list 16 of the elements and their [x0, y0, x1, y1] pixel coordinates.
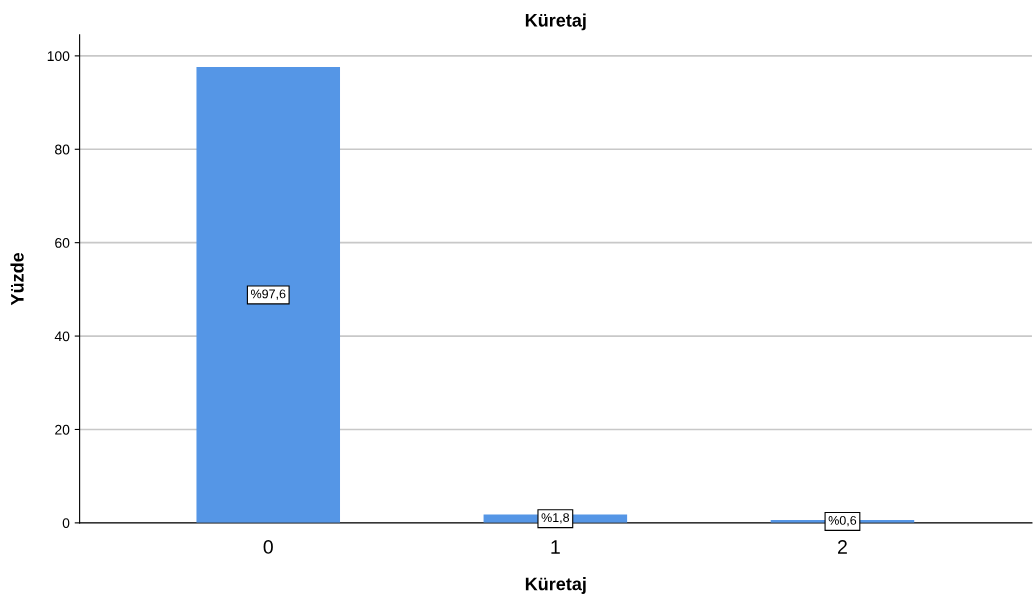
chart-title: Küretaj [525, 13, 586, 31]
y-tick-label: 100 [47, 51, 70, 62]
data-label: %0,6 [828, 515, 857, 527]
x-tick-label: 1 [551, 540, 560, 554]
y-tick-label: 80 [55, 144, 70, 155]
y-tick-label: 20 [55, 424, 70, 435]
y-axis-title: Yüzde [10, 252, 24, 306]
x-axis-title: Küretaj [525, 577, 586, 594]
y-tick-label: 40 [54, 331, 70, 342]
y-tick-label: 0 [62, 518, 70, 529]
bar [196, 67, 341, 523]
data-label: %97,6 [250, 289, 286, 300]
data-label: %1,8 [541, 513, 570, 524]
x-tick-label: 2 [838, 540, 847, 554]
y-tick-label: 60 [55, 238, 70, 248]
x-tick-label: 0 [263, 540, 273, 554]
